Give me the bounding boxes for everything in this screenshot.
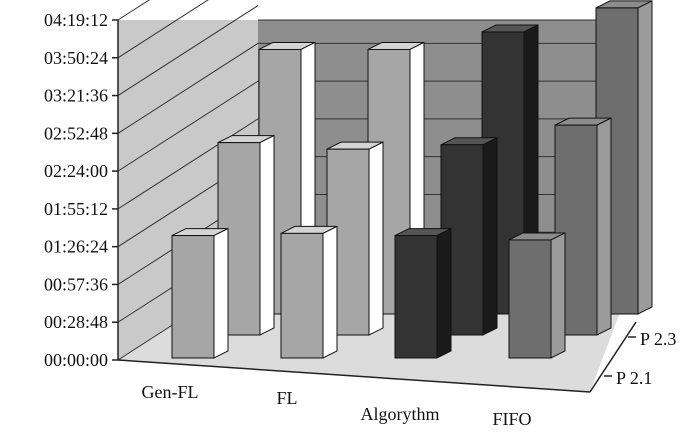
depth-axis xyxy=(589,321,637,393)
grid-line-side xyxy=(117,5,259,96)
y-tick-label: 04:19:12 xyxy=(44,10,108,30)
y-tick-label: 03:21:36 xyxy=(44,86,108,106)
category-label: Gen-FL xyxy=(142,382,199,402)
y-tick-label: 00:28:48 xyxy=(44,312,108,332)
depth-labels: P 2.1 P 2.3 xyxy=(604,329,676,388)
bar xyxy=(394,227,452,359)
y-axis-ticks: 00:00:00 00:28:48 00:57:36 01:26:24 01:55:12… xyxy=(44,10,118,370)
bar xyxy=(171,227,229,359)
grid-line-side xyxy=(117,42,259,134)
grid-line-side xyxy=(117,0,209,59)
depth-label: P 2.1 xyxy=(616,368,652,388)
y-tick-label: 00:00:00 xyxy=(44,350,108,370)
category-labels: Gen-FL FL Algorythm FIFO xyxy=(142,382,532,429)
y-tick-label: 02:52:48 xyxy=(44,123,108,143)
grid-line-side xyxy=(117,80,259,172)
x-axis xyxy=(117,359,591,393)
category-label: FL xyxy=(276,388,297,408)
category-label: FIFO xyxy=(492,409,531,429)
y-tick-label: 02:24:00 xyxy=(44,161,108,181)
category-label: Algorythm xyxy=(361,404,440,424)
y-tick-label: 00:57:36 xyxy=(44,274,108,294)
bar xyxy=(280,225,338,359)
y-tick-label: 03:50:24 xyxy=(44,48,108,68)
y-tick-label: 01:55:12 xyxy=(44,199,108,219)
bar xyxy=(508,232,566,359)
grid-line-side xyxy=(117,118,259,210)
grid-line-side xyxy=(117,0,151,21)
bars xyxy=(171,0,653,359)
depth-label: P 2.3 xyxy=(640,329,676,349)
y-tick-label: 01:26:24 xyxy=(44,237,108,257)
